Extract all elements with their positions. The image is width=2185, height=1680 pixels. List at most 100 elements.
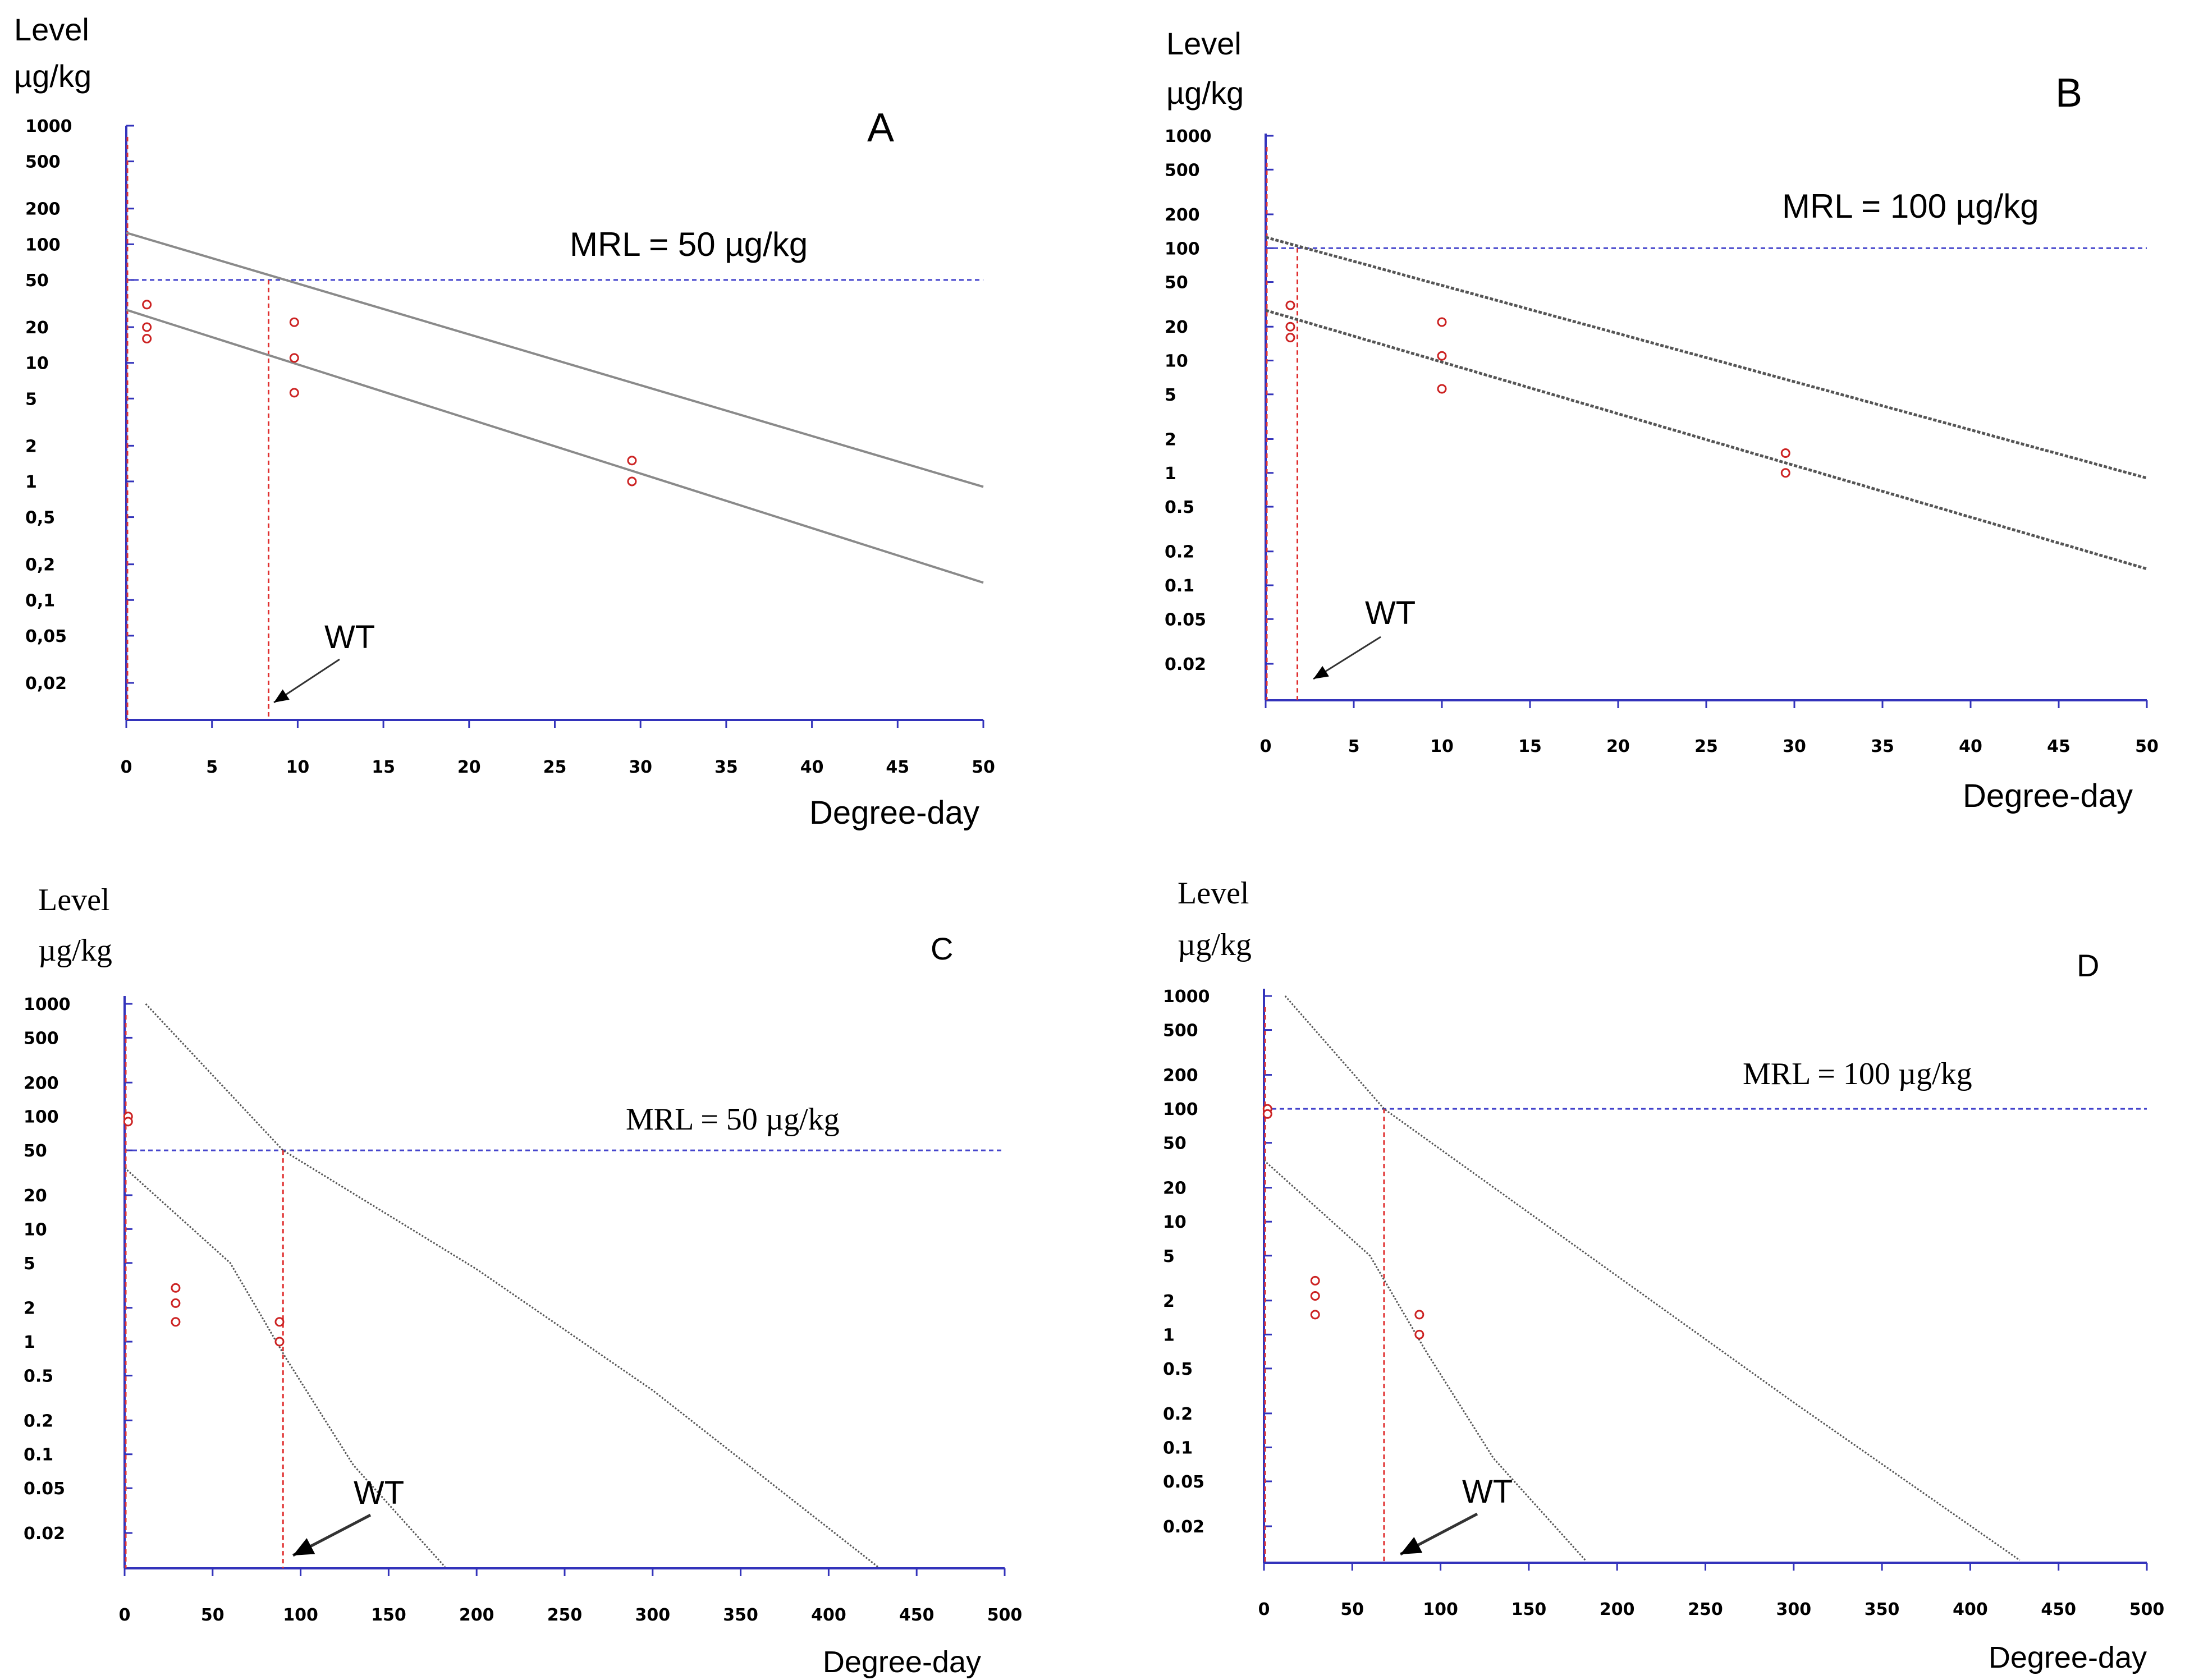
y-axis-unit-label: µg/kg xyxy=(14,58,91,94)
y-axis-unit-label: µg/kg xyxy=(38,933,112,968)
y-tick-label: 1 xyxy=(1163,1325,1175,1345)
y-tick-label: 5 xyxy=(25,389,37,409)
y-axis-label: Level xyxy=(1178,876,1249,911)
y-tick-label: 500 xyxy=(25,153,61,172)
x-tick-label: 35 xyxy=(1871,737,1894,756)
x-tick-label: 300 xyxy=(635,1605,670,1625)
y-tick-label: 0,05 xyxy=(25,627,67,646)
y-tick-label: 0.05 xyxy=(1165,610,1206,630)
data-point xyxy=(171,1298,181,1308)
data-point xyxy=(171,1283,181,1293)
y-tick-label: 1 xyxy=(24,1333,35,1352)
y-tick-label: 500 xyxy=(1165,160,1200,180)
panel-label: A xyxy=(867,105,894,150)
y-tick-label: 1 xyxy=(1165,464,1176,484)
y-tick-label: 100 xyxy=(1163,1100,1198,1119)
y-tick-label: 0.02 xyxy=(24,1524,65,1544)
x-tick-label: 100 xyxy=(283,1605,318,1625)
x-tick-label: 5 xyxy=(206,758,218,777)
x-tick-label: 400 xyxy=(1953,1600,1988,1619)
y-tick-label: 0.1 xyxy=(1163,1438,1193,1458)
tolerance-limit-line xyxy=(145,1003,879,1568)
y-tick-label: 50 xyxy=(25,271,49,291)
y-tick-label: 0.05 xyxy=(1163,1472,1204,1492)
x-axis-label: Degree-day xyxy=(1963,778,2133,814)
wt-arrow-head xyxy=(293,1538,315,1555)
y-tick-label: 10 xyxy=(1165,352,1188,371)
wt-label: WT xyxy=(1365,595,1416,631)
data-point xyxy=(289,388,299,398)
y-tick-label: 50 xyxy=(1165,273,1188,293)
data-point xyxy=(1780,448,1790,458)
y-tick-label: 0.05 xyxy=(24,1479,65,1499)
data-point xyxy=(1437,317,1447,327)
x-tick-label: 350 xyxy=(1865,1600,1900,1619)
data-point xyxy=(289,317,299,327)
panel-label: C xyxy=(931,931,953,966)
x-tick-label: 15 xyxy=(372,758,395,777)
wt-label: WT xyxy=(354,1475,404,1511)
wt-arrow-head xyxy=(274,689,290,703)
x-tick-label: 10 xyxy=(286,758,310,777)
y-tick-label: 500 xyxy=(1163,1021,1198,1041)
data-point xyxy=(1285,333,1295,343)
y-tick-label: 1000 xyxy=(25,117,72,136)
x-tick-label: 50 xyxy=(201,1605,225,1625)
x-axis-label: Degree-day xyxy=(823,1645,981,1679)
x-tick-label: 15 xyxy=(1518,737,1542,756)
y-tick-label: 500 xyxy=(24,1029,59,1048)
data-point xyxy=(627,456,637,466)
mrl-label: MRL = 50 µg/kg xyxy=(570,226,808,263)
y-tick-label: 200 xyxy=(1163,1066,1198,1086)
data-point xyxy=(1285,300,1295,310)
y-tick-label: 0.5 xyxy=(24,1366,53,1386)
data-point xyxy=(1437,351,1447,361)
x-tick-label: 45 xyxy=(886,758,909,777)
y-axis-label: Level xyxy=(38,883,109,917)
x-tick-label: 50 xyxy=(2135,737,2159,756)
data-point xyxy=(289,353,299,363)
data-point xyxy=(1285,322,1295,332)
x-tick-label: 450 xyxy=(2041,1600,2076,1619)
y-axis-label: Level xyxy=(14,12,89,47)
panel-label: B xyxy=(2055,71,2082,116)
x-tick-label: 45 xyxy=(2047,737,2071,756)
wt-label: WT xyxy=(1462,1474,1513,1510)
data-point xyxy=(274,1317,285,1327)
chart-panel-c: 1000 500 200 100 50 20 10 5 2 1 0.5 0.2 0.1 0.05 0.02 0… xyxy=(24,883,1022,1679)
chart-panel-d: 1000 500 200 100 50 20 10 5 2 1 0.5 0.2 0.1 0.05 0.02 0… xyxy=(1163,876,2164,1674)
y-tick-label: 5 xyxy=(1165,385,1176,405)
data-point xyxy=(1310,1275,1320,1286)
x-tick-label: 0 xyxy=(1258,1600,1270,1619)
wt-label: WT xyxy=(324,619,375,655)
x-tick-label: 0 xyxy=(119,1605,131,1625)
y-tick-label: 1000 xyxy=(1163,987,1210,1007)
regression-line xyxy=(1264,1159,1586,1561)
y-tick-label: 0.02 xyxy=(1163,1517,1204,1537)
data-point xyxy=(1310,1310,1320,1320)
x-tick-label: 200 xyxy=(459,1605,494,1625)
y-tick-label: 0.1 xyxy=(24,1445,53,1465)
x-tick-label: 450 xyxy=(899,1605,935,1625)
x-axis-label: Degree-day xyxy=(1989,1641,2147,1674)
y-tick-label: 200 xyxy=(25,200,61,219)
y-tick-label: 20 xyxy=(25,318,49,338)
y-tick-label: 0.2 xyxy=(24,1411,53,1431)
y-tick-label: 100 xyxy=(24,1108,59,1127)
x-tick-label: 250 xyxy=(547,1605,583,1625)
y-tick-label: 0,5 xyxy=(25,508,55,528)
y-axis-unit-label: µg/kg xyxy=(1166,75,1244,111)
y-tick-label: 0.5 xyxy=(1165,498,1194,517)
y-tick-label: 5 xyxy=(24,1254,35,1274)
y-tick-label: 10 xyxy=(25,354,49,374)
x-tick-label: 5 xyxy=(1348,737,1360,756)
x-tick-label: 150 xyxy=(371,1605,406,1625)
tolerance-limit-line xyxy=(126,231,984,488)
data-point xyxy=(1414,1329,1424,1339)
mrl-label: MRL = 100 µg/kg xyxy=(1782,187,2039,225)
x-tick-label: 150 xyxy=(1511,1600,1547,1619)
y-tick-label: 0,2 xyxy=(25,556,55,575)
wt-arrow-head xyxy=(1400,1537,1423,1554)
y-tick-label: 0.2 xyxy=(1165,543,1194,562)
